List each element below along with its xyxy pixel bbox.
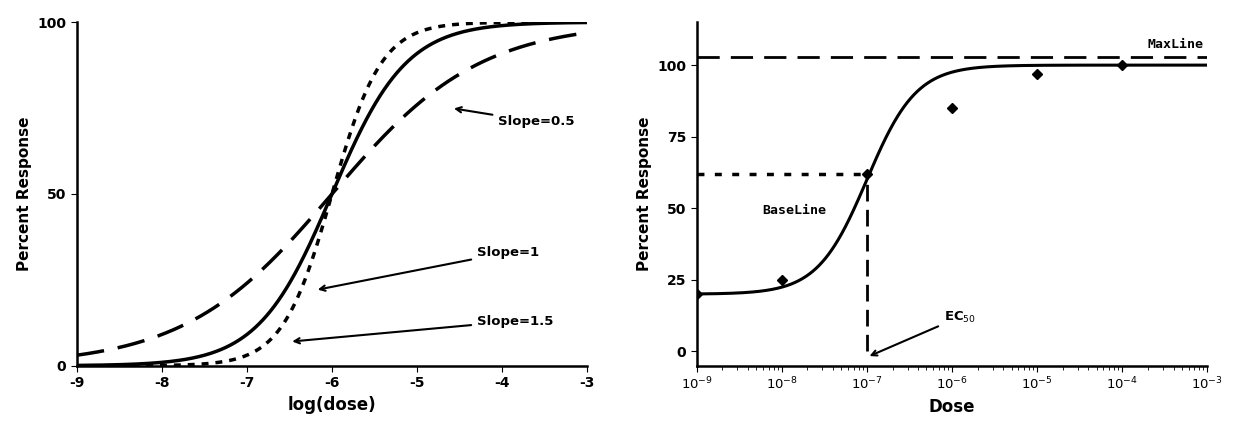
Y-axis label: Percent Response: Percent Response (16, 117, 32, 271)
Text: Slope=1.5: Slope=1.5 (295, 315, 553, 343)
Text: EC$_{50}$: EC$_{50}$ (872, 310, 976, 355)
Text: BaseLine: BaseLine (763, 204, 827, 217)
Text: MaxLine: MaxLine (1147, 38, 1203, 51)
Y-axis label: Percent Response: Percent Response (636, 117, 652, 271)
X-axis label: log(dose): log(dose) (288, 396, 376, 414)
Text: Slope=0.5: Slope=0.5 (456, 107, 574, 128)
X-axis label: Dose: Dose (929, 398, 976, 417)
Text: Slope=1: Slope=1 (320, 246, 539, 291)
